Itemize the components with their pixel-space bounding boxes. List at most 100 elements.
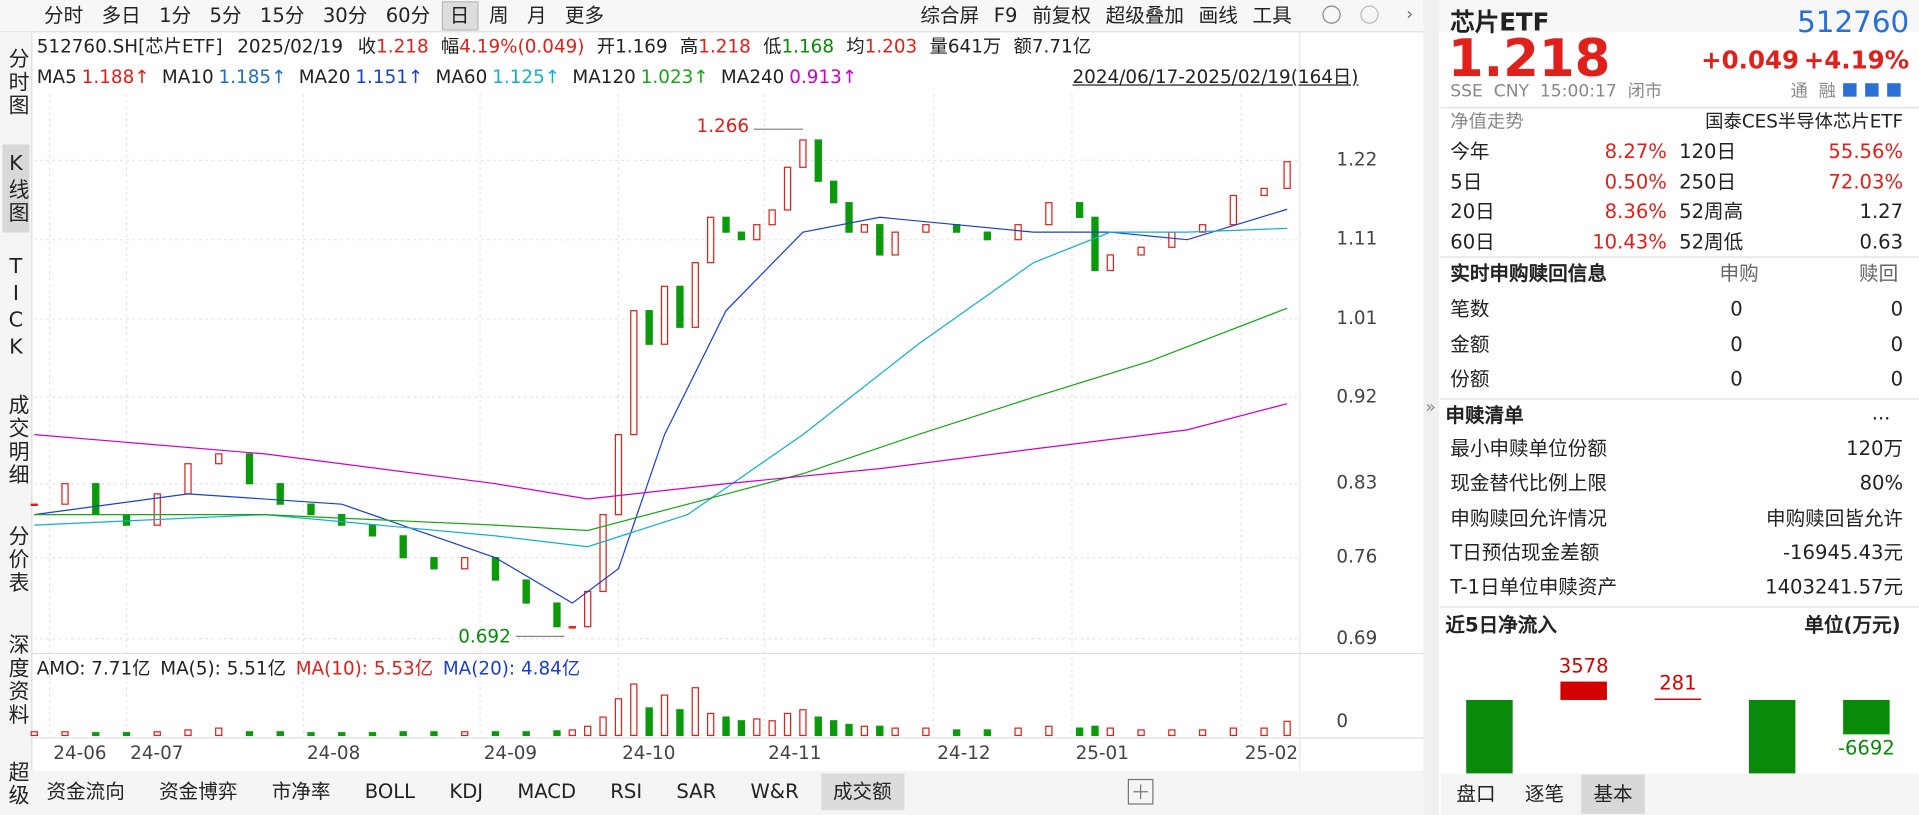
candle [691,262,699,328]
candle [1260,187,1268,197]
candle [599,513,607,593]
volume-bar [645,707,653,737]
side-tab[interactable]: 深度资料 [3,633,29,727]
ma-line [34,403,1288,500]
candle [814,139,822,182]
volume-bar [1045,725,1053,737]
indicator-tab[interactable]: MACD [517,779,577,803]
volume-bar [722,716,730,737]
settings-icon[interactable] [1322,5,1341,24]
indicator-tab[interactable]: KDJ [449,779,484,803]
ma-name: MA120 [572,66,636,89]
period-tab[interactable]: 30分 [322,3,368,27]
volume-bar [584,725,592,737]
section-title: 实时申购赎回信息 [1450,261,1607,286]
period-tab[interactable]: 5分 [209,3,242,27]
side-tab[interactable]: 超级 [3,761,29,808]
indicator-tab[interactable]: 市净率 [271,779,331,803]
splitter [1423,0,1440,815]
info-label: 收 [357,35,377,58]
row-value: 0 [1890,367,1904,391]
period-tab[interactable]: 更多 [564,3,605,27]
period-tab[interactable]: 周 [488,3,509,27]
volume-bar [706,712,715,737]
splitter-arrow[interactable]: » [1425,397,1435,417]
date-range[interactable]: 2024/06/17-2025/02/19(164日) [1072,66,1359,89]
indicator-tab[interactable]: BOLL [364,779,416,803]
indicator-tab[interactable]: SAR [676,779,717,803]
add-tab[interactable] [1127,778,1154,805]
tool-button[interactable]: 超级叠加 [1105,3,1184,27]
indicator-tab[interactable]: W&R [750,779,799,803]
period-tab[interactable]: 多日 [101,3,141,27]
tool-button[interactable]: 综合屏 [920,3,980,27]
info-value: 1.218 [376,35,429,58]
flow-bar [1843,699,1890,735]
period-tab[interactable]: 15分 [259,3,305,27]
row-label: 金额 [1450,332,1490,356]
candle [461,557,469,570]
side-tab[interactable]: 分价表 [3,524,29,595]
side-bottom-tab[interactable]: 逐笔 [1524,781,1565,806]
volume-bar [737,720,746,737]
info-label: 高 [679,35,699,58]
volume-bar [814,716,822,737]
return-value: 10.43% [1592,229,1667,253]
more[interactable]: ... [1871,401,1891,425]
icon[interactable] [1887,83,1901,97]
icon[interactable] [1865,83,1879,97]
volume-bar [30,731,38,737]
candle [1091,216,1099,272]
side-tab[interactable]: K线图 [2,144,30,233]
volume-bar [630,683,638,737]
period-tab[interactable]: 月 [526,3,547,27]
y-tick-label: 1.01 [1336,308,1377,329]
help-icon[interactable] [1360,5,1379,24]
candle [1283,161,1291,189]
period-tab[interactable]: 1分 [159,3,192,27]
side-bottom-tab[interactable]: 盘口 [1456,781,1496,806]
indicator-tab[interactable]: 资金博弈 [159,779,238,803]
side-tab[interactable]: TICK [3,254,29,363]
ma-value: 1.188↑ [81,66,150,89]
candle [1045,202,1053,226]
volume-bar [922,727,930,737]
candle [922,224,930,233]
volume-bar [522,731,530,737]
flow-chart: -145003578281-14500-6692 [1466,654,1895,774]
candle [307,503,315,516]
period-tab[interactable]: 分时 [44,3,84,27]
tool-button[interactable]: 画线 [1198,3,1238,27]
info-value: 1.169 [615,35,668,58]
period-tab[interactable]: 日 [441,1,478,31]
period-tab[interactable]: 60分 [385,3,431,27]
ma-name: MA240 [720,66,785,89]
stock-code: 512760.SH[芯片ETF] [36,35,223,58]
indicator-tab[interactable]: RSI [610,779,643,803]
volume-bar [1168,729,1176,737]
return-value: 8.36% [1604,199,1667,223]
next-icon[interactable]: › [1406,5,1413,25]
side-tab[interactable]: 分时图 [3,47,29,117]
ma-name: MA5 [36,66,77,89]
candle [184,463,192,495]
volume-bar [568,729,576,737]
icon[interactable] [1843,83,1857,97]
tool-button[interactable]: 工具 [1252,3,1292,27]
row-value: 0 [1730,297,1743,321]
side-bottom-tab[interactable]: 基本 [1581,774,1645,814]
bottom-tabs-bg [0,770,1424,815]
indicator-tab[interactable]: 资金流向 [46,779,125,803]
y-tick-label: 1.22 [1336,149,1377,170]
tool-button[interactable]: F9 [993,3,1018,27]
nav-index[interactable]: 国泰CES半导体芯片ETF [1705,110,1904,133]
indicator-tab[interactable]: 成交额 [820,773,904,811]
candle [768,209,776,226]
candle [737,231,746,241]
section-title: 申赎清单 [1445,403,1524,428]
tool-button[interactable]: 前复权 [1032,3,1091,27]
volume-bar [691,687,699,737]
ma-line [34,208,1288,604]
side-tab[interactable]: 成交明细 [3,394,29,488]
volume-bar [215,727,223,737]
